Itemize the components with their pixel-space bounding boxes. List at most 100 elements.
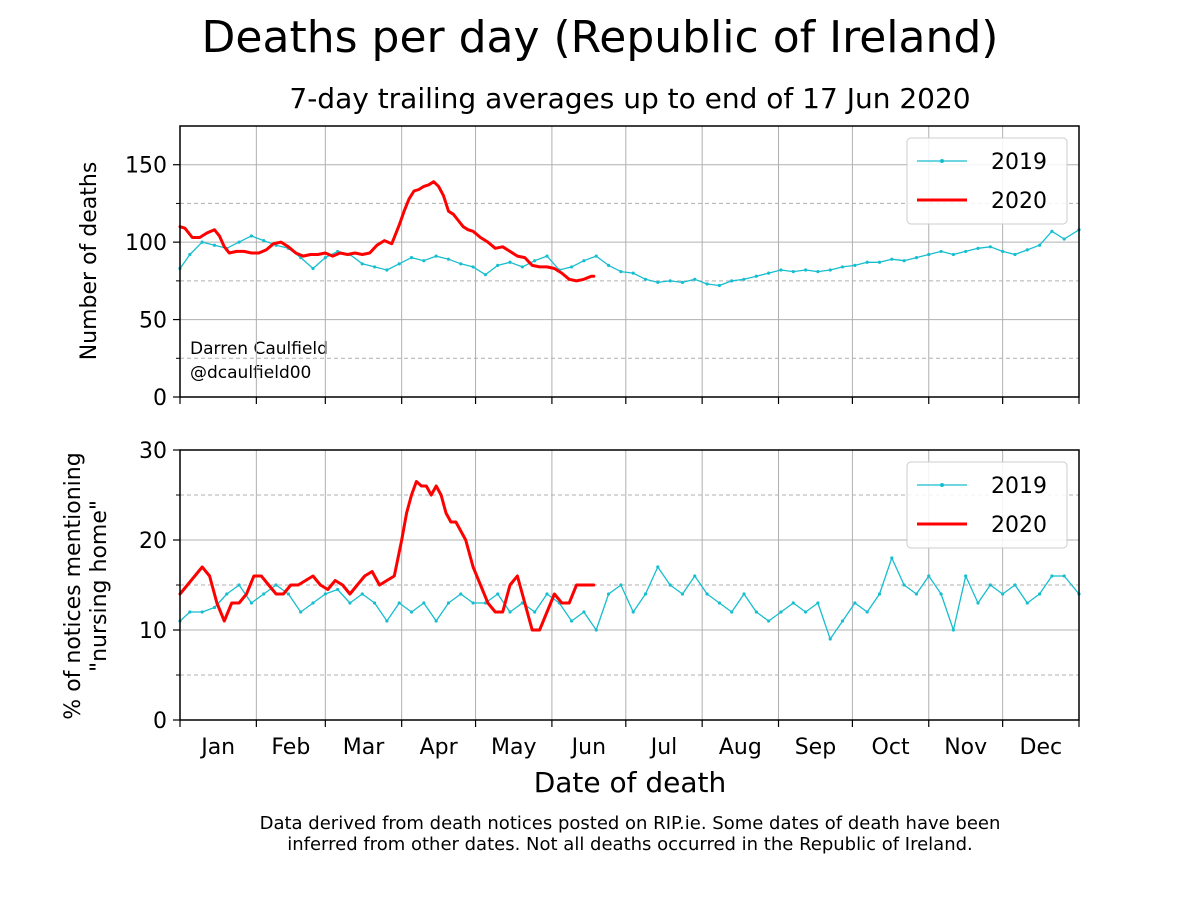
bottom-point-2019-7	[262, 592, 266, 596]
month-label-feb: Feb	[271, 735, 310, 760]
month-label-dec: Dec	[1020, 735, 1063, 760]
top-point-2019-12	[323, 256, 327, 260]
top-point-2019-23	[459, 262, 463, 266]
bottom-point-2019-29	[533, 610, 537, 614]
bottom-point-2019-47	[754, 610, 758, 614]
bottom-point-2019-52	[816, 601, 820, 605]
top-point-2019-28	[520, 265, 524, 269]
top-point-2019-37	[631, 271, 635, 275]
top-point-2019-24	[471, 265, 475, 269]
bottom-point-2019-14	[348, 601, 352, 605]
bottom-point-2019-1	[188, 610, 192, 614]
bottom-point-2019-27	[508, 610, 512, 614]
top-point-2019-68	[1013, 252, 1017, 257]
top-point-2019-52	[816, 269, 820, 274]
top-point-2019-32	[570, 265, 574, 269]
top-point-2019-6	[249, 234, 254, 238]
top-point-2019-15	[360, 262, 364, 266]
bottom-point-2019-48	[767, 619, 771, 623]
top-point-2019-67	[1001, 249, 1005, 254]
bottom-point-2019-11	[311, 601, 315, 605]
top-point-2019-39	[656, 280, 660, 285]
top-series-2020	[178, 180, 596, 283]
top-point-2019-35	[606, 263, 611, 267]
top-point-2019-21	[434, 254, 438, 258]
top-point-2019-60	[914, 256, 919, 260]
bottom-point-2019-56	[865, 610, 869, 614]
bottom-point-2019-51	[804, 610, 808, 614]
top-ytick-label-0: 0	[153, 386, 167, 411]
top-point-2019-58	[890, 257, 894, 261]
bottom-point-2019-18	[397, 601, 401, 605]
bottom-point-2019-64	[964, 574, 968, 578]
bottom-point-2019-38	[643, 592, 648, 596]
top-point-2019-48	[767, 271, 771, 275]
bottom-point-2019-13	[336, 587, 340, 592]
bottom-point-2019-30	[545, 592, 549, 596]
bottom-point-2019-53	[828, 637, 832, 641]
top-point-2019-1	[188, 252, 192, 257]
chart-title: Deaths per day (Republic of Ireland)	[201, 12, 999, 63]
top-point-2019-45	[730, 279, 734, 283]
bottom-point-2019-72	[1062, 574, 1066, 578]
top-point-2019-41	[680, 280, 685, 285]
top-point-2019-57	[877, 260, 882, 264]
bottom-point-2019-60	[914, 592, 919, 596]
attribution-handle: @dcaulfield00	[190, 363, 311, 383]
top-point-2019-3	[212, 243, 217, 247]
top-point-2019-16	[372, 265, 377, 269]
top-point-2019-5	[237, 240, 241, 244]
bottom-point-2019-24	[471, 601, 475, 605]
bottom-point-2019-20	[422, 601, 426, 605]
bottom-point-2019-33	[582, 610, 586, 614]
bottom-point-2019-65	[976, 601, 980, 605]
bottom-point-2019-34	[594, 628, 598, 632]
top-legend: 2019 2020	[906, 137, 1068, 225]
bottom-point-2019-61	[927, 574, 931, 578]
bottom-point-2019-70	[1037, 592, 1042, 596]
attribution-name: Darren Caulfield	[190, 339, 328, 359]
bottom-y-axis-label-line2: "nursing home"	[87, 500, 112, 672]
bottom-point-2019-16	[372, 601, 377, 605]
chart-subtitle: 7-day trailing averages up to end of 17 …	[289, 82, 971, 115]
bottom-legend-box	[906, 461, 1068, 549]
top-y-axis-label: Number of deaths	[77, 162, 102, 361]
bottom-point-2019-41	[680, 592, 685, 596]
top-point-2019-55	[853, 263, 857, 267]
month-label-aug: Aug	[719, 735, 762, 760]
top-series-2019	[179, 229, 1080, 287]
bottom-point-2019-6	[249, 601, 254, 605]
top-ytick-label-150: 150	[125, 154, 167, 179]
bottom-series-2020	[178, 480, 596, 632]
top-point-2019-62	[939, 249, 943, 254]
top-legend-marker-2019	[940, 159, 944, 163]
bottom-point-2019-50	[791, 601, 795, 605]
bottom-y-axis-label-line1: % of notices mentioning	[61, 452, 86, 719]
top-point-2019-27	[508, 260, 512, 264]
bottom-point-2019-58	[890, 556, 894, 560]
top-point-2019-20	[422, 259, 426, 263]
bottom-point-2019-55	[853, 601, 857, 605]
bottom-ytick-label-20: 20	[139, 529, 167, 554]
bottom-point-2019-71	[1050, 574, 1054, 578]
bottom-axes-frame	[179, 449, 1080, 721]
bottom-point-2019-5	[237, 583, 241, 587]
top-point-2019-2	[200, 240, 204, 244]
top-point-2019-11	[311, 266, 315, 271]
bottom-point-2019-19	[409, 610, 414, 614]
top-point-2019-26	[496, 263, 500, 267]
top-point-2019-44	[717, 283, 722, 288]
top-point-2019-54	[840, 265, 845, 269]
top-point-2019-22	[446, 257, 451, 261]
bottom-legend-marker-2019	[940, 483, 944, 487]
top-point-2019-50	[791, 269, 795, 274]
top-axes-frame	[179, 125, 1080, 398]
top-point-2019-66	[988, 245, 992, 249]
bottom-point-2019-68	[1013, 583, 1017, 587]
top-point-2019-72	[1062, 237, 1066, 241]
month-label-apr: Apr	[420, 735, 459, 760]
bottom-point-2019-12	[323, 592, 327, 596]
bottom-point-2019-21	[434, 619, 438, 623]
footnote: Data derived from death notices posted o…	[0, 813, 1200, 855]
month-label-jun: Jun	[570, 735, 606, 760]
